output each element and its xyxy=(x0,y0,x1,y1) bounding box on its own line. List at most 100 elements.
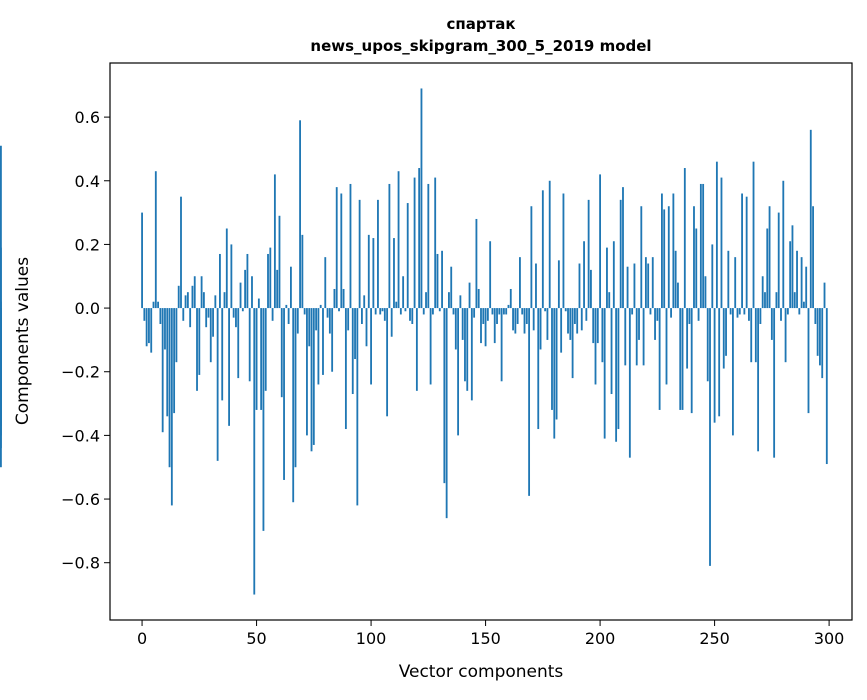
bar-series xyxy=(0,88,828,595)
x-tick-label: 50 xyxy=(246,629,266,648)
bar xyxy=(825,308,828,465)
bar xyxy=(665,308,668,385)
bar xyxy=(443,308,446,484)
bar xyxy=(235,308,237,328)
bar xyxy=(610,308,613,395)
bar xyxy=(445,308,448,519)
bar xyxy=(393,238,395,309)
bar xyxy=(514,308,517,334)
bar xyxy=(573,308,576,324)
bar xyxy=(661,193,663,309)
bar xyxy=(404,308,407,312)
bar xyxy=(699,183,702,309)
bar xyxy=(791,225,794,309)
bar xyxy=(770,308,773,340)
bar xyxy=(777,212,780,309)
bar xyxy=(0,145,2,309)
bar xyxy=(608,292,611,309)
bar xyxy=(557,260,560,309)
y-tick-label: −0.6 xyxy=(61,490,100,509)
bar xyxy=(154,171,157,309)
y-tick-label: −0.2 xyxy=(61,363,100,382)
bar xyxy=(633,263,636,309)
bar xyxy=(809,129,812,309)
bar xyxy=(805,266,808,309)
bar xyxy=(239,282,242,309)
bar xyxy=(761,276,764,309)
bar xyxy=(663,209,666,309)
bar xyxy=(578,263,581,309)
bar xyxy=(658,308,661,410)
bar xyxy=(640,206,643,309)
bar xyxy=(383,308,386,321)
bar xyxy=(349,183,352,309)
bar xyxy=(796,250,798,309)
bar xyxy=(225,228,228,309)
bar xyxy=(560,308,563,353)
bar xyxy=(441,250,443,309)
bar xyxy=(603,308,606,439)
bar xyxy=(654,308,656,340)
bar xyxy=(317,308,320,385)
bar xyxy=(647,263,650,309)
bar xyxy=(196,308,198,391)
bar xyxy=(681,308,684,410)
bar xyxy=(207,308,210,318)
bar xyxy=(464,308,466,382)
bar xyxy=(328,308,331,334)
bar xyxy=(750,308,753,363)
bar xyxy=(562,193,565,309)
bar xyxy=(175,308,178,363)
bar xyxy=(267,253,269,309)
bar xyxy=(372,238,375,309)
bar xyxy=(228,308,230,426)
y-tick-label: −0.8 xyxy=(61,554,100,573)
bar xyxy=(379,308,382,315)
bar xyxy=(230,244,233,309)
bar xyxy=(711,244,714,309)
bar xyxy=(264,308,267,391)
bar xyxy=(322,308,324,375)
x-tick-label: 0 xyxy=(137,629,147,648)
bar xyxy=(461,308,464,340)
bar xyxy=(148,308,150,344)
bar xyxy=(388,183,391,309)
bar xyxy=(241,308,244,312)
bar xyxy=(312,308,315,445)
bar xyxy=(168,308,171,468)
bar xyxy=(290,266,292,309)
bar xyxy=(706,308,709,382)
bar xyxy=(422,308,425,315)
bar xyxy=(546,308,549,340)
bar xyxy=(727,250,730,309)
bar xyxy=(496,308,498,324)
bar xyxy=(745,196,748,309)
bar xyxy=(306,308,308,436)
bar xyxy=(436,253,439,309)
bar xyxy=(624,308,627,366)
bar xyxy=(807,308,810,414)
bar xyxy=(766,228,769,309)
bar xyxy=(502,308,505,315)
bar xyxy=(395,301,398,309)
bar xyxy=(285,304,288,309)
bar xyxy=(363,295,366,309)
bar xyxy=(718,308,721,417)
bar xyxy=(677,282,679,309)
bar xyxy=(748,308,750,321)
bar xyxy=(164,308,166,350)
bar xyxy=(548,180,551,309)
bar xyxy=(342,288,345,309)
bar xyxy=(585,308,588,321)
bar xyxy=(429,308,432,385)
bar xyxy=(489,241,492,309)
bar xyxy=(672,193,675,309)
bar xyxy=(157,301,160,309)
bar xyxy=(816,308,819,356)
bar xyxy=(287,308,290,324)
bar xyxy=(214,295,217,309)
bar xyxy=(459,295,462,309)
bar xyxy=(738,308,741,315)
bar xyxy=(628,308,631,458)
